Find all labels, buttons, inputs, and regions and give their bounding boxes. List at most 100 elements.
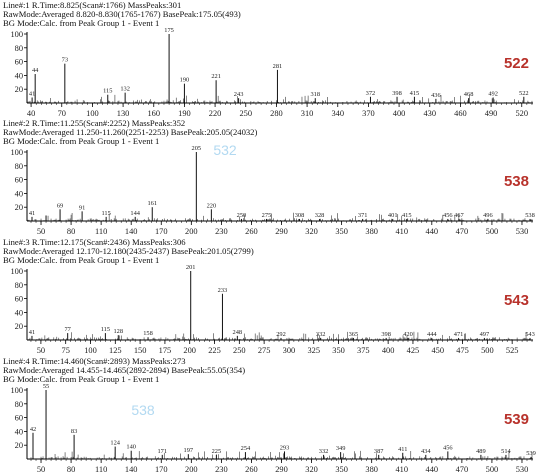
peak-label: 497 [480,331,490,338]
x-tick-label: 370 [362,109,375,118]
x-tick-label: 290 [275,227,288,236]
spectrum-panel-2: Line#:2 R.Time:11.255(Scan#:2252) MassPe… [0,118,550,237]
x-tick-label: 440 [426,465,439,474]
peak-label: 248 [233,329,243,336]
x-tick-label: 410 [395,465,408,474]
y-tick-label: 100 [10,386,23,395]
x-tick-label: 530 [516,465,529,474]
peak-label: 161 [147,200,157,207]
peak-label: 171 [157,448,167,455]
y-tick-label: 80 [15,162,23,171]
x-tick-label: 340 [331,109,344,118]
x-tick-label: 350 [335,227,348,236]
peak-label: 543 [525,331,535,338]
peak-label: 233 [218,287,228,294]
x-tick-label: 475 [456,346,469,355]
x-tick-label: 190 [178,109,191,118]
molecular-ion-label: 539 [504,411,529,428]
peak-label: 328 [315,212,325,219]
x-tick-label: 470 [456,465,469,474]
peak-label: 225 [212,448,222,455]
x-tick-label: 525 [506,346,519,355]
mass-spectrum-plot: 41 44 73 115 132 175 190 221 243 281 318 372 398 415 4… [10,27,533,118]
panel-header-line: Line#:4 R.Time:14.460(Scan#:2893) MassPe… [3,356,186,366]
peak-label: 496 [483,212,493,219]
peak-label: 220 [207,202,217,209]
y-tick-label: 40 [15,189,23,198]
peak-label: 471 [454,331,464,338]
peak-label: 398 [381,331,391,338]
peak-label: 83 [71,428,77,435]
x-tick-label: 500 [486,227,499,236]
y-tick-label: 80 [15,400,23,409]
peak-label: 144 [130,210,140,217]
x-tick-label: 290 [275,465,288,474]
x-tick-label: 200 [185,227,198,236]
peak-label: 197 [184,447,194,454]
y-tick-label: 60 [15,58,23,67]
y-tick-label: 40 [15,427,23,436]
x-tick-label: 80 [67,465,75,474]
panel-header-bgmode: BG Mode:Calc. from Peak Group 1 - Event … [3,374,160,384]
x-tick-label: 140 [125,227,138,236]
peak-label: 538 [525,212,535,219]
x-tick-label: 400 [393,109,406,118]
spectrum-panel-3: Line#:3 R.Time:12.175(Scan#:2436) MassPe… [0,237,550,356]
peak-label: 293 [280,444,290,451]
y-tick-label: 60 [15,295,23,304]
peak-label: 401 [388,212,398,219]
panel-header-rawmode: RawMode:Averaged 11.250-11.260(2251-2253… [3,127,258,137]
peak-label: 41 [29,210,35,217]
peak-label: 308 [295,212,305,219]
x-tick-label: 400 [382,346,395,355]
x-tick-label: 490 [485,109,498,118]
panel-header-line: Line#:3 R.Time:12.175(Scan#:2436) MassPe… [3,237,186,247]
peak-label: 41 [29,90,35,97]
x-tick-label: 100 [86,109,99,118]
peak-label: 55 [43,383,49,390]
peak-label: 115 [103,88,112,95]
y-tick-label: 20 [15,322,23,331]
peak-label: 411 [398,446,407,453]
x-tick-label: 530 [516,227,529,236]
x-tick-label: 170 [155,465,168,474]
peak-label: 44 [32,67,39,74]
x-tick-label: 250 [239,109,252,118]
x-tick-label: 350 [332,346,345,355]
x-tick-label: 225 [208,346,221,355]
peak-label: 318 [310,91,320,98]
peak-label: 420 [403,331,413,338]
x-tick-label: 320 [305,227,318,236]
overlay-label: 532 [213,142,237,158]
panel-header-line: Line#:2 R.Time:11.255(Scan#:2252) MassPe… [3,118,186,128]
spectrum-panel-4: Line#:4 R.Time:14.460(Scan#:2893) MassPe… [0,356,550,475]
x-tick-label: 50 [37,465,45,474]
x-tick-label: 280 [270,109,283,118]
peak-label: 415 [410,90,420,97]
panel-header-bgmode: BG Mode:Calc. from Peak Group 1 - Event … [3,18,160,28]
x-tick-label: 75 [62,346,70,355]
x-tick-label: 125 [109,346,122,355]
y-tick-label: 40 [15,308,23,317]
molecular-ion-label: 522 [504,55,529,72]
panel-header-line: Line#:1 R.Time:8.825(Scan#:1766) MassPea… [3,0,182,10]
peak-label: 539 [526,450,536,457]
x-tick-label: 170 [155,227,168,236]
x-tick-label: 380 [365,227,378,236]
x-tick-label: 40 [27,109,35,118]
peak-label: 128 [113,328,123,335]
x-tick-label: 175 [159,346,172,355]
peak-label: 73 [62,57,68,64]
x-tick-label: 80 [67,227,75,236]
x-tick-label: 500 [486,465,499,474]
y-tick-label: 100 [10,267,23,276]
panel-header-rawmode: RawMode:Averaged 14.455-14.465(2892-2894… [3,365,246,375]
x-tick-label: 140 [125,465,138,474]
panel-header-bgmode: BG Mode:Calc. from Peak Group 1 - Event … [3,136,160,146]
y-tick-label: 100 [10,30,23,39]
x-tick-label: 500 [481,346,494,355]
peak-label: 91 [79,204,85,211]
peak-label: 398 [392,90,402,97]
molecular-ion-label: 538 [504,173,529,190]
